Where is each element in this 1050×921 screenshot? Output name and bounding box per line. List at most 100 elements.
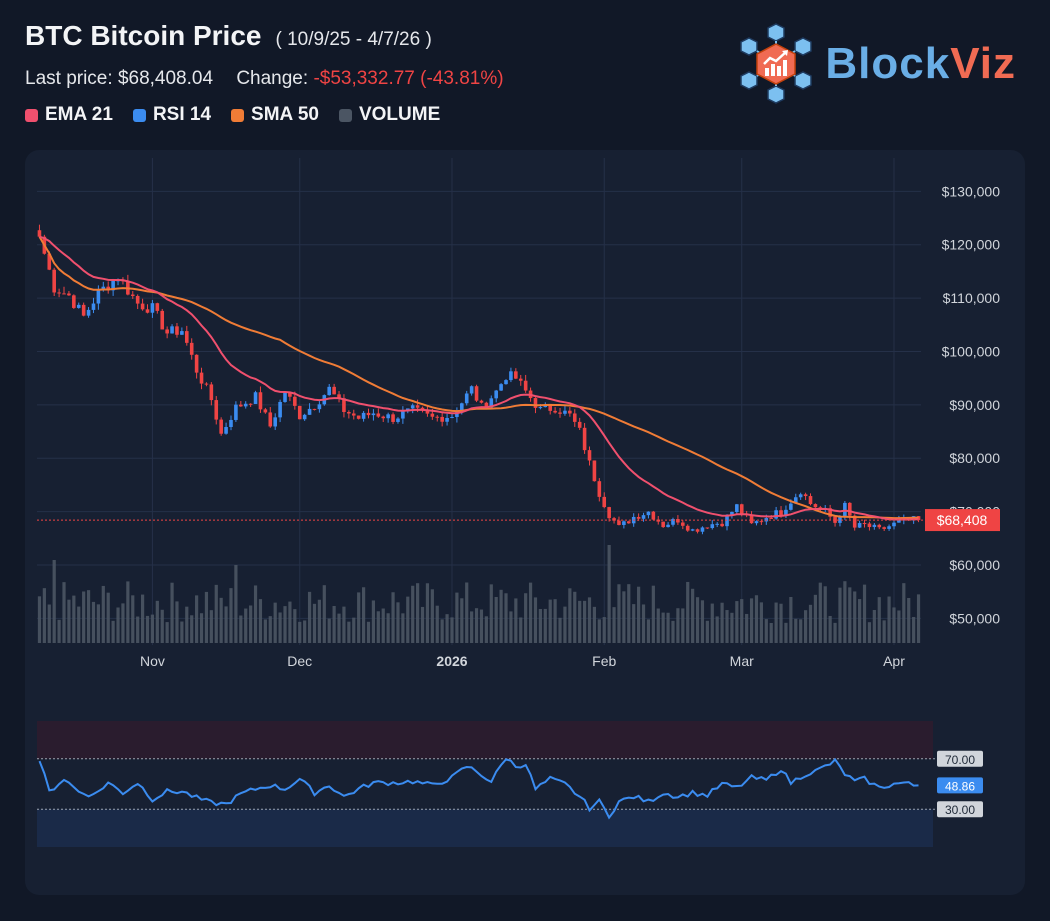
candle-body xyxy=(558,412,562,414)
logo-text-viz: Viz xyxy=(950,39,1016,88)
candle-body xyxy=(234,404,238,420)
volume-bar xyxy=(887,596,891,643)
volume-bar xyxy=(239,615,243,643)
volume-bar xyxy=(479,609,484,643)
volume-bar xyxy=(180,621,184,643)
candle-body xyxy=(283,392,287,402)
volume-bar xyxy=(111,620,115,643)
volume-bar xyxy=(224,606,228,643)
y-tick-label: $80,000 xyxy=(949,450,1000,466)
volume-bar xyxy=(126,581,130,643)
volume-bar xyxy=(764,619,768,643)
candle-body xyxy=(754,521,759,524)
candle-body xyxy=(253,392,258,404)
candle-body xyxy=(219,419,223,434)
volume-bar xyxy=(303,620,307,643)
candle-body xyxy=(489,398,494,408)
last-price-value: $68,408.04 xyxy=(117,68,214,89)
x-tick-label: 2026 xyxy=(436,653,467,669)
x-tick-label: Apr xyxy=(883,653,905,669)
candle-body xyxy=(838,517,842,523)
volume-bar xyxy=(337,613,341,643)
volume-bar xyxy=(106,592,110,643)
candle-body xyxy=(170,326,174,334)
candle-body xyxy=(302,414,307,420)
candle-body xyxy=(229,419,233,428)
volume-bar xyxy=(258,599,263,643)
volume-bar xyxy=(190,615,194,643)
candle-body xyxy=(474,386,479,401)
volume-bar xyxy=(150,614,155,643)
volume-bar xyxy=(646,619,651,643)
volume-bar xyxy=(686,581,690,643)
x-tick-label: Dec xyxy=(287,653,312,669)
volume-bar xyxy=(145,615,150,643)
candle-body xyxy=(626,521,631,524)
candle-body xyxy=(76,304,81,308)
volume-bar xyxy=(740,599,744,643)
volume-bar xyxy=(347,621,351,643)
volume-bar xyxy=(749,598,754,643)
rsi-overbought-zone xyxy=(37,721,933,759)
candle-body xyxy=(460,403,464,412)
volume-bar xyxy=(37,596,42,643)
volume-bar xyxy=(342,606,346,643)
volume-bar xyxy=(435,605,439,643)
volume-bar xyxy=(862,584,867,643)
volume-bar xyxy=(573,591,577,643)
candle-body xyxy=(145,309,150,313)
candle-body xyxy=(356,415,361,419)
volume-bar xyxy=(214,584,218,643)
logo-wordmark: BlockViz xyxy=(825,39,1016,89)
candle-body xyxy=(872,524,877,528)
volume-bar xyxy=(219,597,223,643)
volume-bar xyxy=(774,602,778,643)
rsi-level-tag-bg xyxy=(937,750,983,767)
volume-bar xyxy=(322,585,326,643)
volume-bar xyxy=(602,617,606,643)
volume-bar xyxy=(656,608,660,643)
candle-body xyxy=(327,386,332,396)
volume-bar xyxy=(357,592,361,643)
change-value: -$53,332.77 (-43.81%) xyxy=(313,68,504,89)
price-chart[interactable]: $130,000 $120,000 $110,000 $100,000 $90,000 $… xyxy=(25,150,1025,895)
candle-body xyxy=(263,409,268,413)
volume-bar xyxy=(121,603,125,643)
volume-bar xyxy=(582,600,587,643)
volume-bar xyxy=(691,588,695,643)
volume-bar xyxy=(818,582,822,643)
volume-bar xyxy=(705,620,709,643)
candle-body xyxy=(509,371,513,381)
volume-bar xyxy=(799,619,803,643)
candle-body xyxy=(538,407,543,409)
candle-body xyxy=(602,496,607,508)
candle-body xyxy=(671,519,675,525)
legend-item-volume[interactable]: VOLUME xyxy=(338,104,440,126)
volume-bar xyxy=(77,606,81,643)
volume-bar xyxy=(578,600,582,643)
volume-bar xyxy=(62,582,66,643)
volume-bar xyxy=(720,602,724,643)
candle-body xyxy=(67,293,71,296)
candle-body xyxy=(425,410,430,414)
ema-21-line xyxy=(39,235,919,521)
candle-body xyxy=(730,511,734,515)
volume-bar xyxy=(317,599,321,643)
legend-item-sma[interactable]: SMA 50 xyxy=(231,104,319,126)
volume-bar xyxy=(425,583,430,643)
volume-bar xyxy=(892,607,896,643)
volume-bar xyxy=(57,619,61,643)
volume-bar xyxy=(627,584,631,643)
candle-body xyxy=(96,289,101,304)
volume-bar xyxy=(327,618,331,643)
candle-body xyxy=(499,384,503,391)
candle-body xyxy=(523,380,528,391)
volume-bar xyxy=(867,622,872,643)
legend-item-rsi[interactable]: RSI 14 xyxy=(132,104,211,126)
candle-body xyxy=(435,416,440,418)
legend-item-ema[interactable]: EMA 21 xyxy=(25,104,113,126)
candle-body xyxy=(656,519,661,522)
volume-bar xyxy=(617,584,621,643)
y-tick-label: $90,000 xyxy=(949,397,1000,413)
volume-bar xyxy=(366,621,371,643)
